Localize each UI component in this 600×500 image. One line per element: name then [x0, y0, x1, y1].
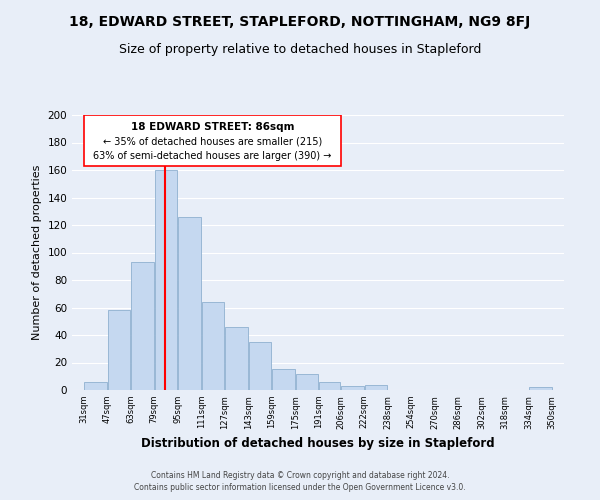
Text: 18 EDWARD STREET: 86sqm: 18 EDWARD STREET: 86sqm [131, 122, 294, 132]
Bar [108, 310, 130, 390]
Bar [178, 217, 200, 390]
Y-axis label: Number of detached properties: Number of detached properties [32, 165, 42, 340]
Bar [272, 370, 295, 390]
Text: 63% of semi-detached houses are larger (390) →: 63% of semi-detached houses are larger (… [93, 151, 331, 161]
Bar [529, 387, 551, 390]
Bar [249, 342, 271, 390]
Bar [226, 327, 248, 390]
Text: ← 35% of detached houses are smaller (215): ← 35% of detached houses are smaller (21… [103, 137, 322, 147]
Text: 18, EDWARD STREET, STAPLEFORD, NOTTINGHAM, NG9 8FJ: 18, EDWARD STREET, STAPLEFORD, NOTTINGHA… [70, 15, 530, 29]
Bar [296, 374, 318, 390]
Text: Contains HM Land Registry data © Crown copyright and database right 2024.: Contains HM Land Registry data © Crown c… [151, 471, 449, 480]
Bar [341, 386, 364, 390]
X-axis label: Distribution of detached houses by size in Stapleford: Distribution of detached houses by size … [141, 437, 495, 450]
Text: Contains public sector information licensed under the Open Government Licence v3: Contains public sector information licen… [134, 484, 466, 492]
Bar [319, 382, 340, 390]
Bar [131, 262, 154, 390]
Text: Size of property relative to detached houses in Stapleford: Size of property relative to detached ho… [119, 42, 481, 56]
Bar [85, 382, 107, 390]
Bar [155, 170, 177, 390]
Bar [365, 384, 387, 390]
FancyBboxPatch shape [84, 115, 341, 166]
Bar [202, 302, 224, 390]
